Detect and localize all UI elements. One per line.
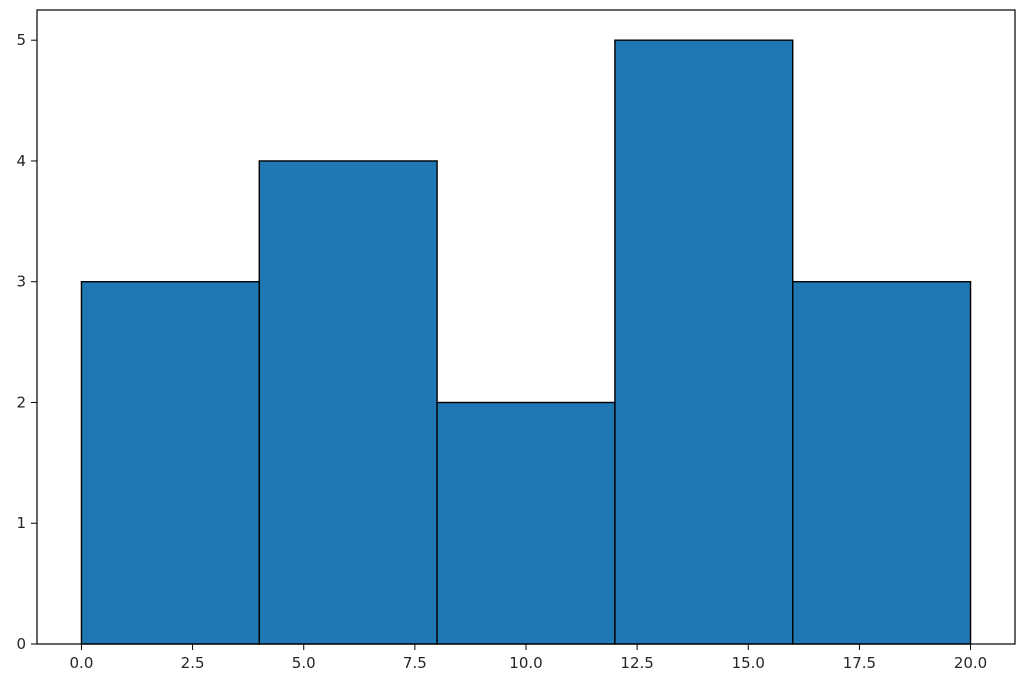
x-tick-label: 7.5 [403,654,427,672]
bars-group [80,39,972,645]
x-tick-label: 20.0 [954,654,987,672]
x-tick-label: 17.5 [843,654,876,672]
y-tick-label: 0 [16,635,26,653]
histogram-bar-5 [792,281,972,645]
histogram-bar-1 [80,281,260,645]
x-tick-label: 5.0 [292,654,316,672]
x-tick-label: 12.5 [620,654,653,672]
histogram-bar-4 [614,39,794,645]
y-tick-label: 4 [16,152,26,170]
y-tick-label: 1 [16,514,26,532]
histogram-bar-2 [258,160,438,645]
y-tick-label: 5 [16,31,26,49]
y-tick-label: 2 [16,393,26,411]
x-tick-label: 0.0 [70,654,94,672]
x-axis-ticks: 0.0 2.5 5.0 7.5 10.0 12.5 15.0 17.5 20.0 [70,644,987,672]
y-axis-ticks: 0 1 2 3 4 5 [16,31,37,653]
x-tick-label: 10.0 [509,654,542,672]
x-tick-label: 15.0 [732,654,765,672]
plot-frame [36,9,1016,645]
histogram-bar-3 [436,401,616,645]
x-tick-label: 2.5 [181,654,205,672]
y-tick-label: 3 [16,273,26,291]
